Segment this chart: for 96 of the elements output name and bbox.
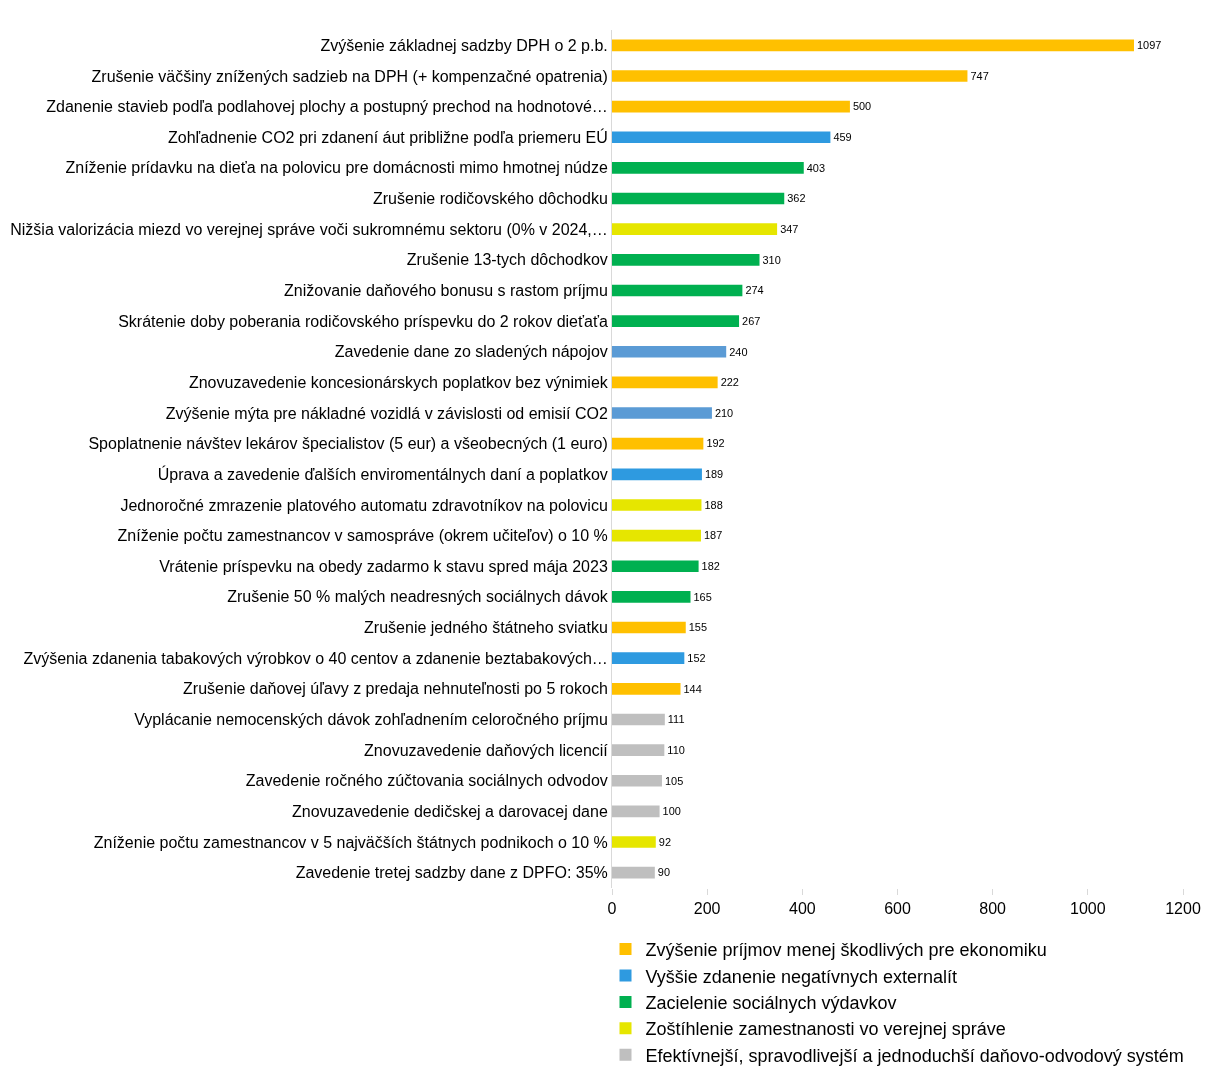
y-tick-label: Zohľadnenie CO2 pri zdanení áut približne podľa priemeru EÚ [167, 127, 608, 146]
data-label: 187 [704, 529, 723, 542]
bar [612, 683, 681, 695]
x-tick-label: 1000 [1070, 900, 1106, 918]
data-label: 155 [688, 621, 708, 634]
y-tick-label: Zrušenie rodičovského dôchodku [372, 190, 608, 208]
y-tick-label: Spoplatnenie návštev lekárov špecialistov (5 eur) a všeobecných (1 euro) [88, 435, 608, 453]
data-label: 152 [687, 651, 706, 664]
x-tick-label: 800 [979, 900, 1007, 918]
bar [612, 437, 704, 450]
y-tick-label: Znovuzavedenie koncesionárskych poplatkov bez výnimiek [188, 373, 609, 391]
bar [612, 254, 760, 266]
y-tick-label: Zrušenie jedného štátneho sviatku [364, 619, 608, 637]
y-tick-label: Zrušenie 13-tych dôchodkov [406, 251, 608, 269]
data-label: 222 [720, 376, 739, 389]
bar [612, 100, 850, 113]
data-label: 240 [729, 345, 748, 358]
y-tick-label: Zníženie počtu zamestnancov v samospráve (okrem učiteľov) o 10 % [117, 527, 608, 545]
y-tick-label: Znižovanie daňového bonusu s rastom príjmu [284, 282, 608, 300]
x-tick-label: 0 [607, 900, 617, 918]
data-label: 165 [693, 590, 712, 603]
bar [612, 39, 1134, 52]
bar [612, 836, 656, 848]
data-label: 189 [704, 468, 724, 481]
y-tick-label: Zrušenie 50 % malých neadresných sociálnych dávok [227, 588, 609, 606]
legend-label: Efektívnejší, spravodlivejší a jednoduchší daňovo-odvodový systém [645, 1045, 1184, 1066]
data-label: 459 [833, 131, 852, 144]
bar [612, 162, 804, 174]
x-tick-label: 1200 [1165, 900, 1201, 918]
bar [612, 192, 785, 205]
y-tick-label: Vyplácanie nemocenských dávok zohľadnením celoročného príjmu [134, 711, 608, 729]
y-tick-label: Zníženie prídavku na dieťa na polovicu pre domácnosti mimo hmotnej núdze [65, 159, 608, 177]
y-tick-label: Zavedenie ročného zúčtovania sociálnych odvodov [245, 772, 608, 790]
bar [612, 621, 686, 634]
y-tick-label: Zvýšenie základnej sadzby DPH o 2 p.b. [320, 36, 608, 54]
data-label: 267 [742, 314, 761, 327]
data-label: 92 [658, 835, 671, 848]
bar [612, 805, 660, 818]
y-tick-label: Zavedenie tretej sadzby dane z DPFO: 35% [295, 864, 608, 882]
data-label: 403 [806, 161, 826, 174]
legend-label: Zoštíhlenie zamestnanosti vo verejnej správe [645, 1019, 1006, 1040]
data-label: 111 [667, 713, 685, 726]
bar [612, 774, 662, 787]
bar [612, 529, 701, 542]
y-tick-label: Skrátenie doby poberania rodičovského príspevku do 2 rokov dieťaťa [118, 312, 608, 330]
bar [612, 591, 691, 603]
legend-label: Vyššie zdanenie negatívnych externalít [645, 966, 958, 987]
bar [612, 284, 743, 297]
x-tick-label: 400 [788, 900, 816, 918]
y-tick-label: Zníženie počtu zamestnancov v 5 najväčších štátnych podnikoch o 10 % [93, 833, 608, 851]
y-tick-label: Zrušenie daňovej úľavy z predaja nehnuteľnosti po 5 rokoch [183, 680, 608, 698]
data-label: 210 [714, 406, 734, 419]
bar [612, 407, 712, 419]
bar [612, 499, 702, 511]
data-label: 1097 [1137, 39, 1162, 52]
y-tick-label: Zrušenie väčšiny znížených sadzieb na DPH (+ kompenzačné opatrenia) [91, 67, 608, 85]
data-label: 362 [787, 192, 806, 205]
bar [612, 652, 685, 664]
bar [612, 560, 699, 573]
data-label: 188 [704, 498, 723, 511]
y-tick-label: Úprava a zavedenie ďalších enviromentálnych daní a poplatkov [157, 464, 608, 483]
x-tick-label: 600 [884, 900, 911, 918]
legend-label: Zvýšenie príjmov menej škodlivých pre ekonomiku [645, 940, 1047, 961]
data-label: 110 [667, 743, 685, 756]
legend-label: Zacielenie sociálnych výdavkov [645, 992, 897, 1013]
data-label: 100 [662, 805, 681, 818]
y-tick-label: Zavedenie dane zo sladených nápojov [334, 343, 608, 361]
data-label: 347 [780, 222, 799, 235]
bar [612, 223, 778, 235]
y-tick-label: Zvýšenie mýta pre nákladné vozidlá v závislosti od emisií CO2 [165, 404, 608, 422]
x-tick-label: 200 [693, 900, 721, 918]
data-label: 144 [683, 682, 702, 695]
data-label: 310 [762, 253, 781, 266]
y-tick-label: Znovuzavedenie dedičskej a darovacej dane [292, 802, 608, 820]
data-label: 747 [970, 69, 989, 82]
y-tick-label: Zdanenie stavieb podľa podlahovej plochy a postupný prechod na hodnotové… [46, 98, 608, 116]
bar [612, 315, 740, 327]
y-tick-label: Zvýšenia zdanenia tabakových výrobkov o 40 centov a zdanenie beztabakových… [23, 649, 608, 667]
bar [612, 70, 968, 82]
data-label: 192 [706, 437, 725, 450]
y-tick-label: Jednoročné zmrazenie platového automatu zdravotníkov na polovicu [120, 496, 608, 514]
data-label: 182 [701, 560, 720, 573]
data-label: 90 [657, 866, 671, 879]
y-tick-label: Vrátenie príspevku na obedy zadarmo k stavu spred mája 2023 [159, 557, 608, 575]
bar [612, 744, 665, 756]
bar [612, 468, 702, 481]
bar [612, 713, 665, 726]
y-tick-label: Nižšia valorizácia miezd vo verejnej správe voči sukromnému sektoru (0% v 2024,… [10, 220, 608, 238]
bar [612, 376, 718, 389]
y-tick-label: Znovuzavedenie daňových licencií [364, 741, 609, 759]
bar [612, 866, 655, 879]
bar [612, 131, 831, 144]
data-label: 105 [664, 774, 684, 787]
data-label: 500 [852, 100, 872, 113]
bar [612, 345, 727, 358]
data-label: 274 [745, 284, 764, 297]
